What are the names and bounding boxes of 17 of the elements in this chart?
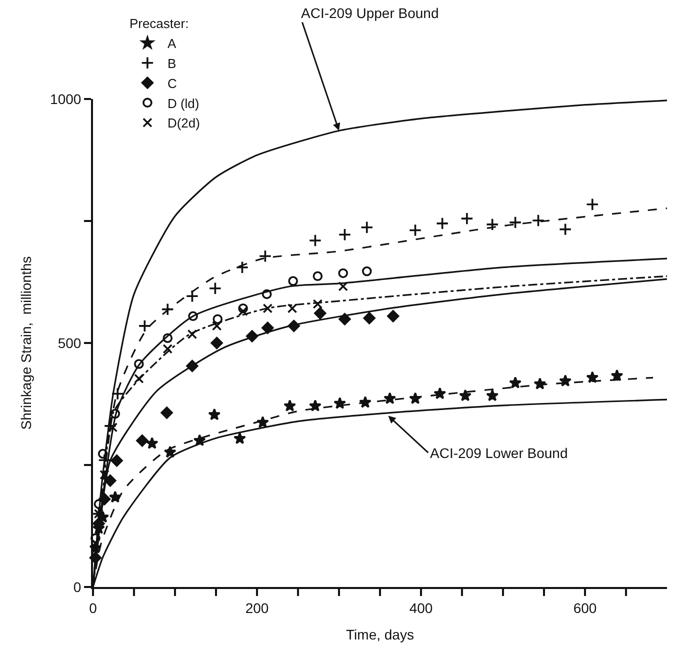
x-tick-label: 600 — [573, 600, 597, 616]
legend-title: Precaster: — [129, 16, 189, 32]
annotation: ACI-209 Upper Bound — [301, 5, 439, 21]
legend-label: B — [167, 56, 176, 71]
y-tick-label: 500 — [58, 334, 82, 351]
x-axis-title: Time, days — [346, 626, 414, 643]
y-axis-title: Shrinkage Strain, millionths — [18, 256, 34, 430]
x-tick-label: 200 — [245, 600, 269, 616]
x-tick-label: 400 — [409, 600, 433, 616]
x-tick-label: 0 — [89, 600, 98, 616]
legend-label: A — [167, 36, 176, 52]
legend-label: D (ld) — [167, 96, 200, 111]
legend-label: C — [167, 76, 177, 91]
annotation: ACI-209 Lower Bound — [430, 445, 568, 461]
y-tick-label: 1000 — [50, 90, 82, 107]
y-tick-label: 0 — [73, 578, 82, 595]
legend-label: D(2d) — [167, 116, 200, 131]
